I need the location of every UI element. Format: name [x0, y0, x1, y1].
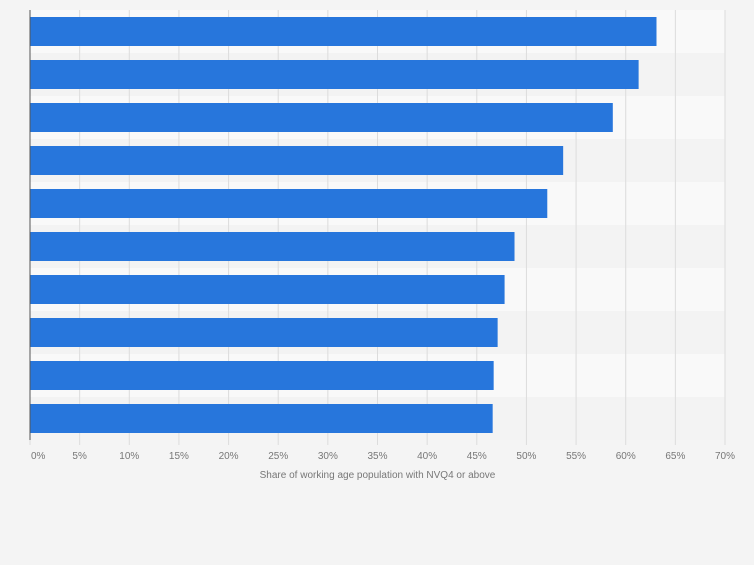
x-axis-ticks: 0% 5% 10% 15% 20% 25% 30% 35% 40% 45% 50% 55% 60% 65%…: [29, 440, 735, 462]
tick-label: 25%: [268, 451, 288, 462]
tick-label: 50%: [516, 451, 536, 462]
bar[interactable]: [30, 103, 613, 132]
tick-label: 30%: [318, 451, 338, 462]
tick-label: 55%: [566, 451, 586, 462]
bar[interactable]: [30, 189, 548, 218]
bar[interactable]: [30, 318, 498, 347]
bar[interactable]: [30, 60, 639, 89]
tick-label: 60%: [616, 451, 636, 462]
tick-label: 45%: [467, 451, 487, 462]
bar[interactable]: [30, 361, 494, 390]
tick-label: 65%: [665, 451, 685, 462]
tick-label: 0%: [31, 451, 46, 462]
bar[interactable]: [30, 404, 493, 433]
tick-label: 5%: [72, 451, 87, 462]
tick-label: 15%: [169, 451, 189, 462]
bar[interactable]: [30, 17, 657, 46]
tick-label: 10%: [119, 451, 139, 462]
bar[interactable]: [30, 275, 505, 304]
tick-label: 70%: [715, 451, 735, 462]
bars: [30, 17, 657, 433]
tick-label: 35%: [367, 451, 387, 462]
x-axis-label: Share of working age population with NVQ…: [260, 470, 496, 481]
tick-label: 20%: [219, 451, 239, 462]
bar[interactable]: [30, 146, 564, 175]
tick-label: 40%: [417, 451, 437, 462]
bar[interactable]: [30, 232, 515, 261]
